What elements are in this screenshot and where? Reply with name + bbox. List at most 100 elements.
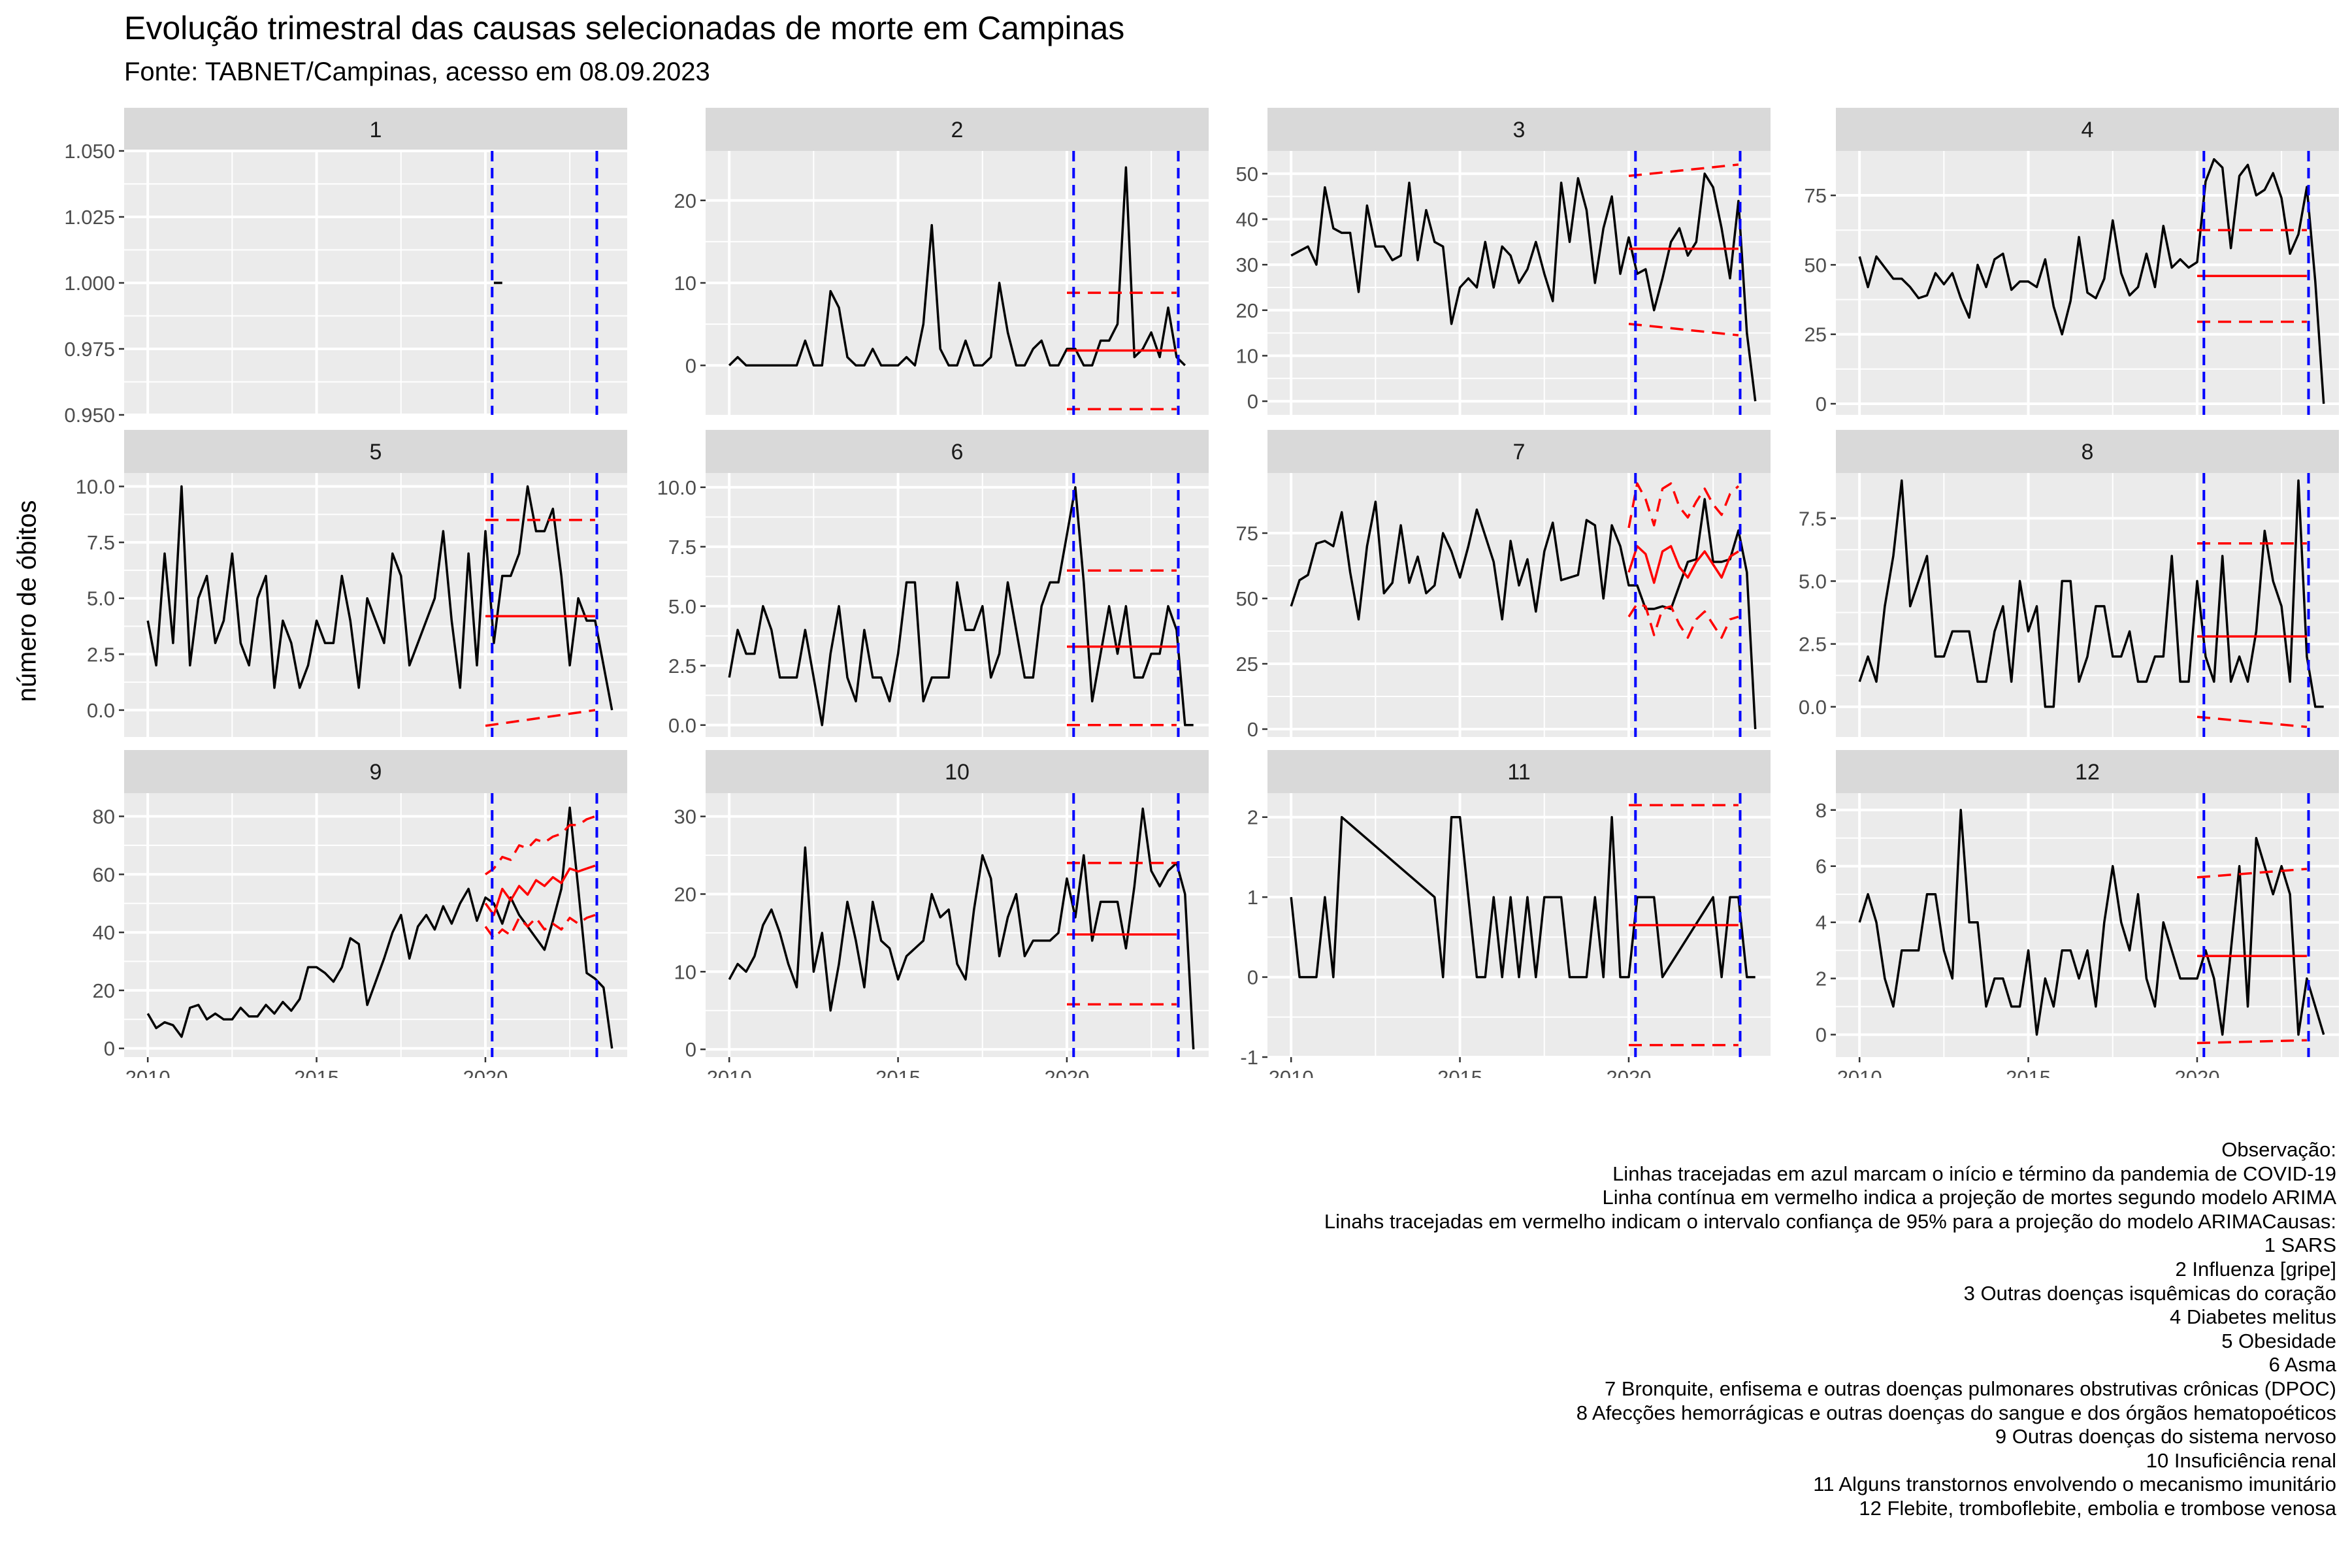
facet-strip-label: 7 [1513,440,1526,465]
y-tick-label: 0 [1816,393,1827,416]
note-line: 2 Influenza [gripe] [2175,1257,2336,1281]
y-tick-label: 40 [1236,208,1258,231]
observed-series-line [146,806,613,1049]
x-tick-label: 2010 [1269,1066,1314,1078]
note-line: 3 Outras doenças isquêmicas do coração [1963,1281,2336,1305]
panel-background [124,473,627,737]
panel-background [1836,793,2339,1057]
facet-strip [706,108,1209,151]
ci-lower-line [2197,1039,2307,1045]
x-tick-label: 2020 [1606,1066,1651,1078]
facet-strip [1267,108,1771,151]
y-tick-label: 2 [1816,968,1827,990]
facet-strip [1836,430,2339,473]
y-tick-label: 50 [1236,587,1258,610]
y-tick-label: 10 [1236,344,1258,367]
y-tick-label: 0.0 [87,699,115,722]
facet-strip-label: 6 [951,440,964,465]
facet-strip [124,750,627,793]
y-tick-label: 1.025 [64,206,115,229]
facet-strip-label: 3 [1513,118,1526,142]
y-tick-label: 50 [1236,163,1258,186]
note-line: 10 Insuficiência renal [2146,1448,2336,1472]
note-line: Linha contínua em vermelho indica a proj… [1602,1186,2336,1209]
y-tick-label: 5.0 [1799,570,1827,593]
observed-series-line [1858,158,2325,404]
facet-strip-label: 11 [1507,760,1530,785]
y-tick-label: 25 [1236,653,1258,676]
observed-series-line [1290,815,1756,979]
x-tick-label: 2015 [2006,1066,2051,1078]
observed-series-line [1858,479,2324,708]
chart-title: Evolução trimestral das causas seleciona… [124,10,1125,46]
y-tick-label: 50 [1805,253,1827,276]
facet-strip [706,750,1209,793]
y-tick-label: 2.5 [1799,633,1827,656]
x-tick-label: 2020 [463,1066,508,1078]
y-tick-label: 20 [674,189,696,212]
x-tick-label: 2010 [125,1066,171,1078]
facet-strip [124,430,627,473]
y-tick-label: 0.0 [668,714,696,737]
arima-forecast-line [484,864,596,917]
facet-strip-label: 8 [2082,440,2094,465]
y-tick-label: 10 [674,272,696,295]
facet-strip-label: 2 [951,118,964,142]
y-tick-label: 0 [1247,966,1258,989]
note-line: 8 Afecções hemorrágicas e outras doenças… [1576,1401,2336,1424]
facet-strip [1267,430,1771,473]
notes-caption: Observação: Linhas tracejadas em azul ma… [1324,1138,2336,1521]
facet-strip [124,108,627,151]
y-tick-label: 10.0 [76,476,115,498]
x-tick-label: 2015 [1437,1066,1482,1078]
x-tick-label: 2020 [1044,1066,1089,1078]
y-tick-label: 30 [1236,253,1258,276]
y-tick-label: 20 [1236,299,1258,322]
chart-subtitle: Fonte: TABNET/Campinas, acesso em 08.09.… [124,57,710,86]
y-tick-label: 30 [674,806,696,828]
note-line: 1 SARS [2264,1233,2336,1257]
note-line: 11 Alguns transtornos envolvendo o mecan… [1813,1473,2336,1496]
y-tick-label: 7.5 [87,531,115,554]
observed-series-line [728,166,1186,367]
observed-series-line [1858,809,2325,1036]
y-tick-label: 20 [93,979,115,1002]
facet-strip-label: 10 [945,760,970,785]
x-tick-label: 2010 [707,1066,752,1078]
facet-strip-label: 4 [2082,118,2094,142]
y-tick-label: 0 [1247,390,1258,413]
ci-upper-line [1627,482,1740,529]
y-tick-label: 4 [1816,911,1827,934]
note-line: Linhas tracejadas em azul marcam o iníci… [1612,1162,2336,1185]
panel-background [706,793,1209,1057]
y-tick-label: 10 [674,960,696,983]
facet-strip-label: 1 [370,118,382,142]
ci-lower-line [2197,715,2308,728]
observed-series-line [1290,172,1757,402]
y-tick-label: 2 [1247,806,1258,829]
panel-background [124,793,627,1057]
y-tick-label: 1.000 [64,272,115,295]
ci-lower-line [1627,602,1739,639]
y-tick-label: 7.5 [668,536,696,559]
note-line: 9 Outras doenças do sistema nervoso [1995,1425,2336,1448]
y-tick-label: 0 [1247,718,1258,741]
observed-series-line [146,485,613,711]
y-tick-label: 0 [1816,1024,1827,1047]
x-tick-label: 2015 [875,1066,921,1078]
ci-lower-line [484,913,596,939]
y-tick-label: 80 [93,806,115,828]
y-tick-label: 1 [1247,886,1258,909]
facet-strip-label: 5 [370,440,382,465]
y-tick-label: 0.975 [64,338,115,361]
y-tick-label: 0.950 [64,404,115,427]
x-tick-label: 2020 [2174,1066,2219,1078]
facet-strip [1267,750,1771,793]
y-tick-label: 25 [1805,323,1827,346]
y-tick-label: 2.5 [87,643,115,666]
arima-forecast-line [1627,545,1739,584]
ci-lower-line [1628,322,1739,336]
y-tick-label: 8 [1816,799,1827,822]
y-tick-label: 5.0 [87,587,115,610]
y-tick-label: 0 [104,1037,115,1060]
